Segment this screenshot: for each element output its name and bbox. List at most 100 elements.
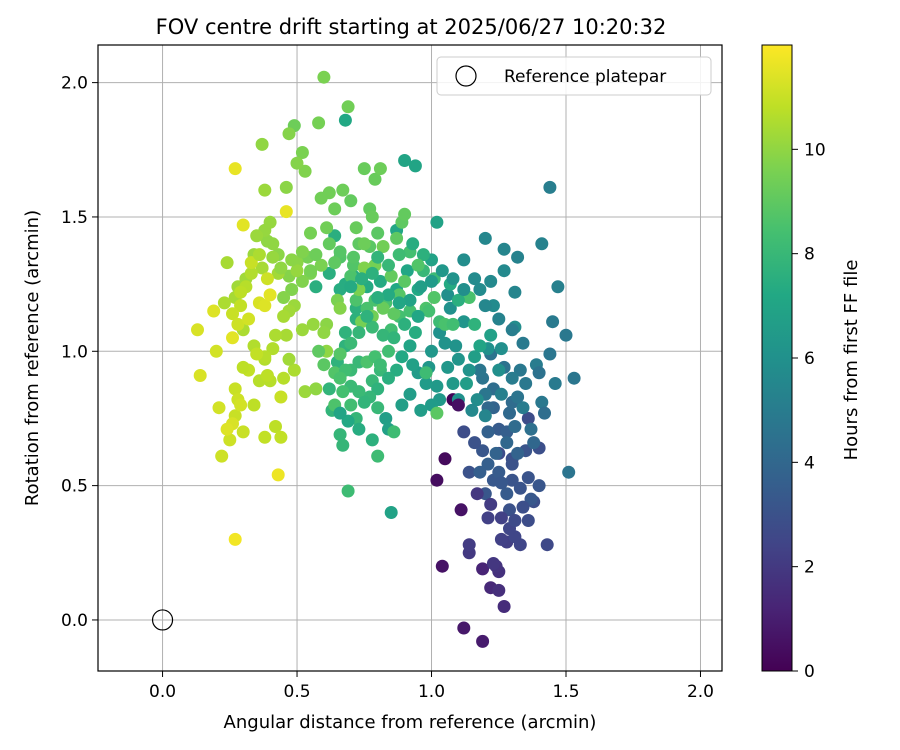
data-point bbox=[244, 256, 258, 270]
data-point bbox=[285, 253, 299, 267]
data-point bbox=[357, 162, 371, 176]
data-point bbox=[494, 511, 508, 525]
data-point bbox=[333, 245, 347, 259]
data-point bbox=[497, 264, 511, 278]
x-tick-label: 0.0 bbox=[149, 682, 176, 702]
data-point bbox=[468, 436, 482, 450]
data-point bbox=[468, 317, 482, 331]
data-point bbox=[398, 154, 412, 167]
data-point bbox=[505, 323, 519, 337]
data-point bbox=[392, 248, 406, 262]
reference-marker bbox=[151, 609, 174, 631]
data-point bbox=[559, 328, 573, 342]
data-point bbox=[548, 377, 562, 390]
data-point bbox=[228, 382, 242, 396]
data-point bbox=[398, 317, 412, 331]
data-point bbox=[298, 164, 312, 178]
y-tick-label: 0.5 bbox=[61, 477, 88, 497]
data-point bbox=[365, 210, 379, 224]
data-point bbox=[470, 393, 484, 407]
data-point bbox=[449, 339, 463, 353]
data-point bbox=[524, 422, 538, 436]
data-point bbox=[492, 363, 506, 377]
data-point bbox=[476, 562, 490, 576]
data-point bbox=[250, 347, 264, 361]
data-point bbox=[481, 511, 495, 525]
data-point bbox=[371, 226, 385, 240]
data-point bbox=[473, 465, 487, 479]
legend-circle-icon bbox=[455, 65, 477, 87]
data-point bbox=[430, 406, 444, 420]
data-point bbox=[411, 258, 425, 272]
data-point bbox=[247, 398, 261, 412]
data-point bbox=[322, 266, 336, 280]
data-point bbox=[207, 304, 221, 318]
data-point bbox=[312, 344, 326, 358]
data-point bbox=[535, 395, 549, 409]
y-tick-label: 1.5 bbox=[61, 208, 88, 228]
colorbar-tick-label: 10 bbox=[804, 140, 826, 160]
data-point bbox=[516, 401, 530, 415]
data-point bbox=[508, 285, 522, 299]
data-point bbox=[365, 266, 379, 280]
colorbar-tick-label: 4 bbox=[804, 453, 815, 473]
data-point bbox=[290, 156, 304, 170]
y-axis-label: Rotation from reference (arcmin) bbox=[22, 210, 43, 506]
data-point bbox=[398, 207, 412, 221]
data-point bbox=[295, 274, 309, 288]
data-point bbox=[513, 363, 527, 377]
data-point bbox=[492, 465, 506, 479]
data-point bbox=[562, 465, 576, 479]
data-point bbox=[481, 425, 495, 439]
data-point bbox=[505, 457, 519, 471]
data-point bbox=[411, 309, 425, 323]
data-point bbox=[438, 336, 452, 350]
colorbar-label: Hours from first FF file bbox=[841, 260, 862, 461]
data-point bbox=[382, 344, 395, 358]
data-point bbox=[441, 288, 455, 302]
x-axis-label: Angular distance from reference (arcmin) bbox=[224, 712, 597, 733]
data-point bbox=[419, 366, 433, 380]
data-point bbox=[234, 299, 248, 313]
colorbar-tick-label: 0 bbox=[804, 662, 815, 682]
data-point bbox=[511, 390, 525, 404]
data-point bbox=[395, 350, 409, 364]
data-point bbox=[435, 559, 449, 573]
data-point bbox=[226, 331, 239, 345]
y-axis-ticks: 0.0 0.5 1.0 1.5 2.0 bbox=[61, 74, 98, 631]
data-point bbox=[419, 377, 433, 390]
legend-box bbox=[436, 56, 712, 96]
data-point bbox=[462, 465, 476, 479]
data-point bbox=[468, 350, 482, 364]
data-point bbox=[336, 183, 350, 197]
data-point bbox=[457, 425, 471, 439]
data-point bbox=[349, 221, 363, 235]
data-point bbox=[285, 283, 299, 296]
data-point bbox=[274, 430, 288, 444]
data-point bbox=[376, 328, 390, 342]
data-point bbox=[473, 363, 487, 377]
data-point bbox=[309, 280, 323, 294]
data-point bbox=[567, 371, 581, 385]
data-point bbox=[446, 377, 460, 390]
x-tick-label: 1.0 bbox=[418, 682, 445, 702]
data-point bbox=[234, 285, 248, 299]
data-point bbox=[344, 398, 358, 412]
data-point bbox=[338, 113, 352, 127]
data-point bbox=[543, 347, 557, 361]
data-point bbox=[220, 256, 234, 270]
data-point bbox=[430, 215, 444, 229]
data-point bbox=[494, 476, 508, 490]
data-point bbox=[277, 291, 291, 304]
data-point bbox=[484, 274, 498, 288]
data-point bbox=[446, 272, 460, 286]
data-point bbox=[338, 326, 352, 339]
data-point bbox=[266, 250, 280, 264]
data-point bbox=[387, 307, 401, 321]
data-point bbox=[538, 406, 551, 420]
data-point bbox=[535, 237, 549, 251]
data-point bbox=[513, 538, 527, 552]
data-point bbox=[446, 317, 460, 331]
data-point bbox=[403, 293, 417, 307]
data-point bbox=[416, 248, 430, 262]
